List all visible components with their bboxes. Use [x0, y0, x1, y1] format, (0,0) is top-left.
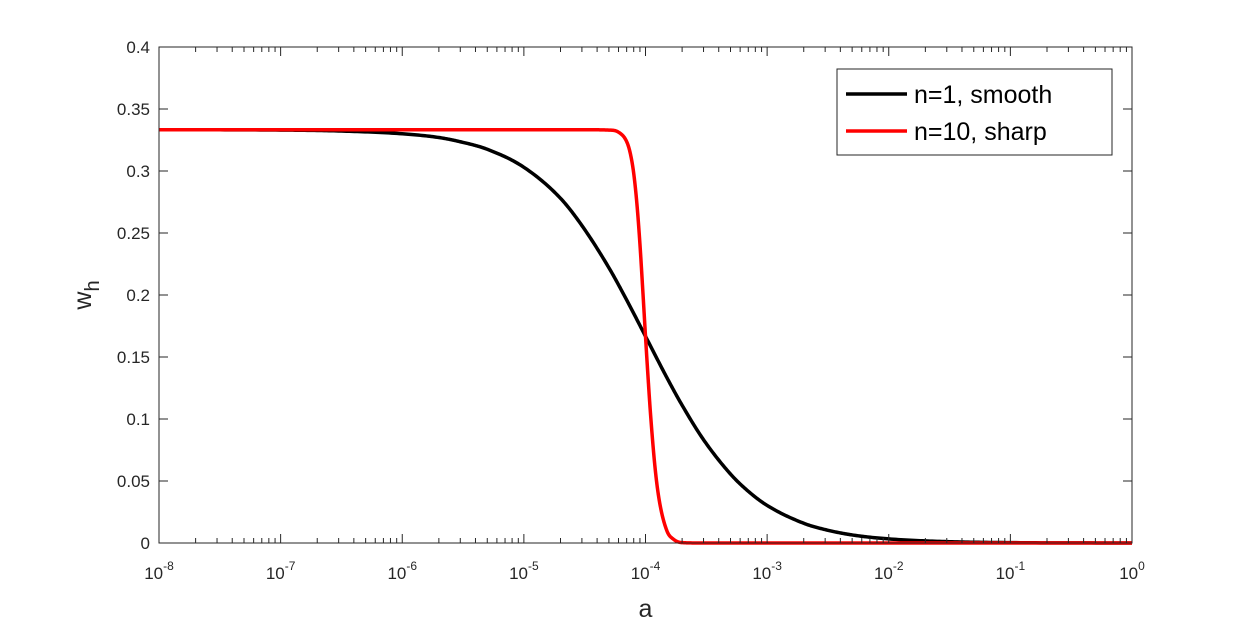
- legend-label-n10: n=10, sharp: [914, 118, 1047, 146]
- legend: n=1, smooth n=10, sharp: [836, 68, 1113, 156]
- series-line-n10-sharp: [159, 127, 1132, 545]
- x-tick-label: 10-3: [752, 559, 782, 583]
- y-axis-label: wh: [69, 280, 104, 310]
- x-tick-label: 10-7: [266, 559, 296, 583]
- y-axis-label-main: w: [69, 291, 97, 311]
- y-tick-label: 0.15: [117, 348, 150, 367]
- y-axis-label-subscript: h: [82, 280, 104, 291]
- tick-label-layer: 10-8 10-7 10-6 10-5 10-4 10-3 10-2 10-1 100 0 0.05…: [117, 38, 1145, 583]
- x-axis-label: a: [639, 595, 653, 623]
- y-tick-label: 0.05: [117, 472, 150, 491]
- y-tick-label: 0: [141, 534, 150, 553]
- x-tick-label: 10-2: [874, 559, 904, 583]
- x-tick-label: 10-1: [996, 559, 1026, 583]
- tick-layer: [158, 46, 1133, 544]
- y-tick-label: 0.3: [126, 162, 150, 181]
- y-tick-label: 0.2: [126, 286, 150, 305]
- series-line-n1-smooth: [158, 127, 1133, 545]
- y-tick-label: 0.4: [126, 38, 150, 57]
- series-layer: [158, 127, 1133, 545]
- x-tick-label: 10-5: [509, 559, 539, 583]
- x-tick-label: 100: [1119, 559, 1145, 583]
- legend-box: [836, 68, 1113, 156]
- legend-label-n1: n=1, smooth: [914, 81, 1052, 109]
- x-tick-label: 10-6: [387, 559, 417, 583]
- y-tick-label: 0.1: [126, 410, 150, 429]
- y-tick-label: 0.25: [117, 224, 150, 243]
- x-tick-label: 10-4: [631, 559, 661, 583]
- y-tick-label: 0.35: [117, 100, 150, 119]
- x-tick-label: 10-8: [144, 559, 174, 583]
